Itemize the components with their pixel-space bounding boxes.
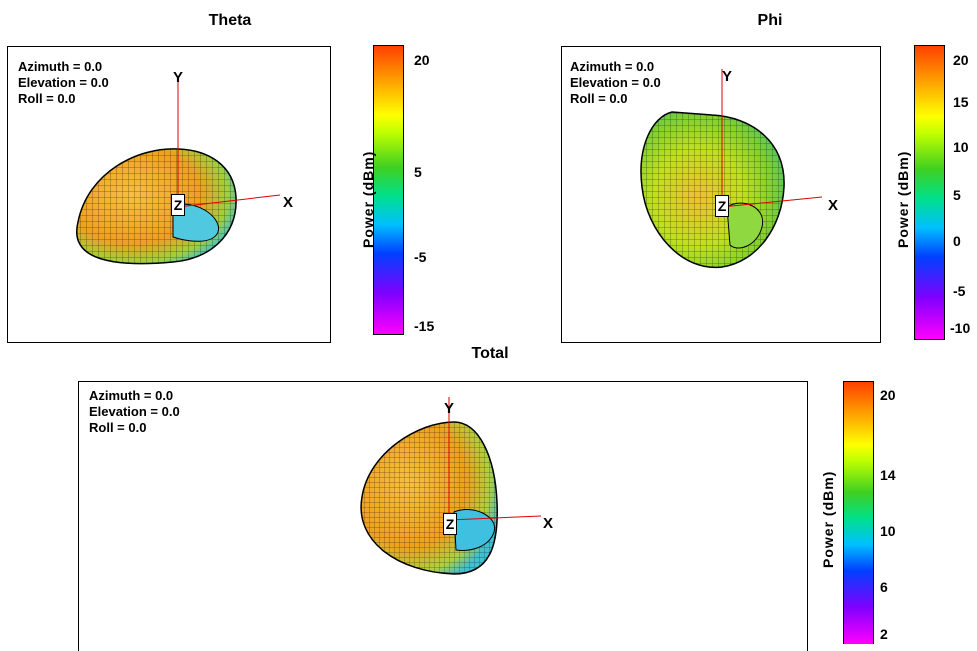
theta-tick: -5 [414,249,427,265]
phi-title: Phi [757,12,783,29]
azimuth-text: Azimuth = 0.0 [570,59,655,74]
x-axis-line [177,194,281,208]
y-axis-label: Y [722,68,733,85]
x-axis-label: X [283,194,294,211]
phi-tick: 15 [953,94,969,110]
y-axis-label: Y [173,69,184,86]
phi-pattern-svg [640,69,823,269]
x-axis-line [721,196,823,208]
total-plot-box: Azimuth = 0.0 Elevation = 0.0 Roll = 0.0… [78,381,808,651]
theta-plot-box: Azimuth = 0.0 Elevation = 0.0 Roll = 0.0… [7,46,331,343]
theta-title: Theta [208,12,252,29]
total-tick: 6 [880,579,888,595]
total-colorbar [843,381,874,644]
z-axis-label: Z [171,194,185,216]
theta-view-info: Azimuth = 0.0 Elevation = 0.0 Roll = 0.0 [18,59,109,107]
total-tick: 2 [880,626,888,642]
roll-text: Roll = 0.0 [89,420,147,435]
elevation-text: Elevation = 0.0 [570,75,661,90]
x-axis-label: X [543,515,554,532]
elevation-text: Elevation = 0.0 [89,404,180,419]
theta-colorbar [373,45,404,335]
azimuth-text: Azimuth = 0.0 [18,59,103,74]
phi-tick: -5 [953,283,966,299]
total-view-info: Azimuth = 0.0 Elevation = 0.0 Roll = 0.0 [89,388,180,436]
total-tick: 20 [880,387,896,403]
total-title: Total [471,345,509,362]
phi-colorbar-label: Power (dBm) [895,150,911,248]
y-axis-label: Y [444,400,455,417]
theta-colorbar-label: Power (dBm) [360,150,376,248]
phi-tick: 20 [953,52,969,68]
theta-pattern-svg [75,82,281,265]
phi-tick: -10 [950,320,971,336]
total-tick: 14 [880,467,896,483]
x-axis-label: X [828,197,839,214]
elevation-text: Elevation = 0.0 [18,75,109,90]
phi-view-info: Azimuth = 0.0 Elevation = 0.0 Roll = 0.0 [570,59,661,107]
roll-text: Roll = 0.0 [570,91,628,106]
x-axis-line [448,515,542,521]
roll-text: Roll = 0.0 [18,91,76,106]
phi-colorbar [914,45,945,340]
total-pattern-svg [360,397,542,575]
phi-plot-box: Azimuth = 0.0 Elevation = 0.0 Roll = 0.0… [561,46,881,343]
total-tick: 10 [880,523,896,539]
z-axis-label: Z [443,513,457,535]
theta-tick: 20 [414,52,430,68]
total-colorbar-label: Power (dBm) [820,470,836,568]
phi-tick: 10 [953,139,969,155]
phi-tick: 5 [953,187,961,203]
z-axis-label: Z [715,195,729,217]
theta-tick: 5 [414,164,422,180]
theta-tick: -15 [414,318,435,334]
phi-tick: 0 [953,233,961,249]
azimuth-text: Azimuth = 0.0 [89,388,174,403]
